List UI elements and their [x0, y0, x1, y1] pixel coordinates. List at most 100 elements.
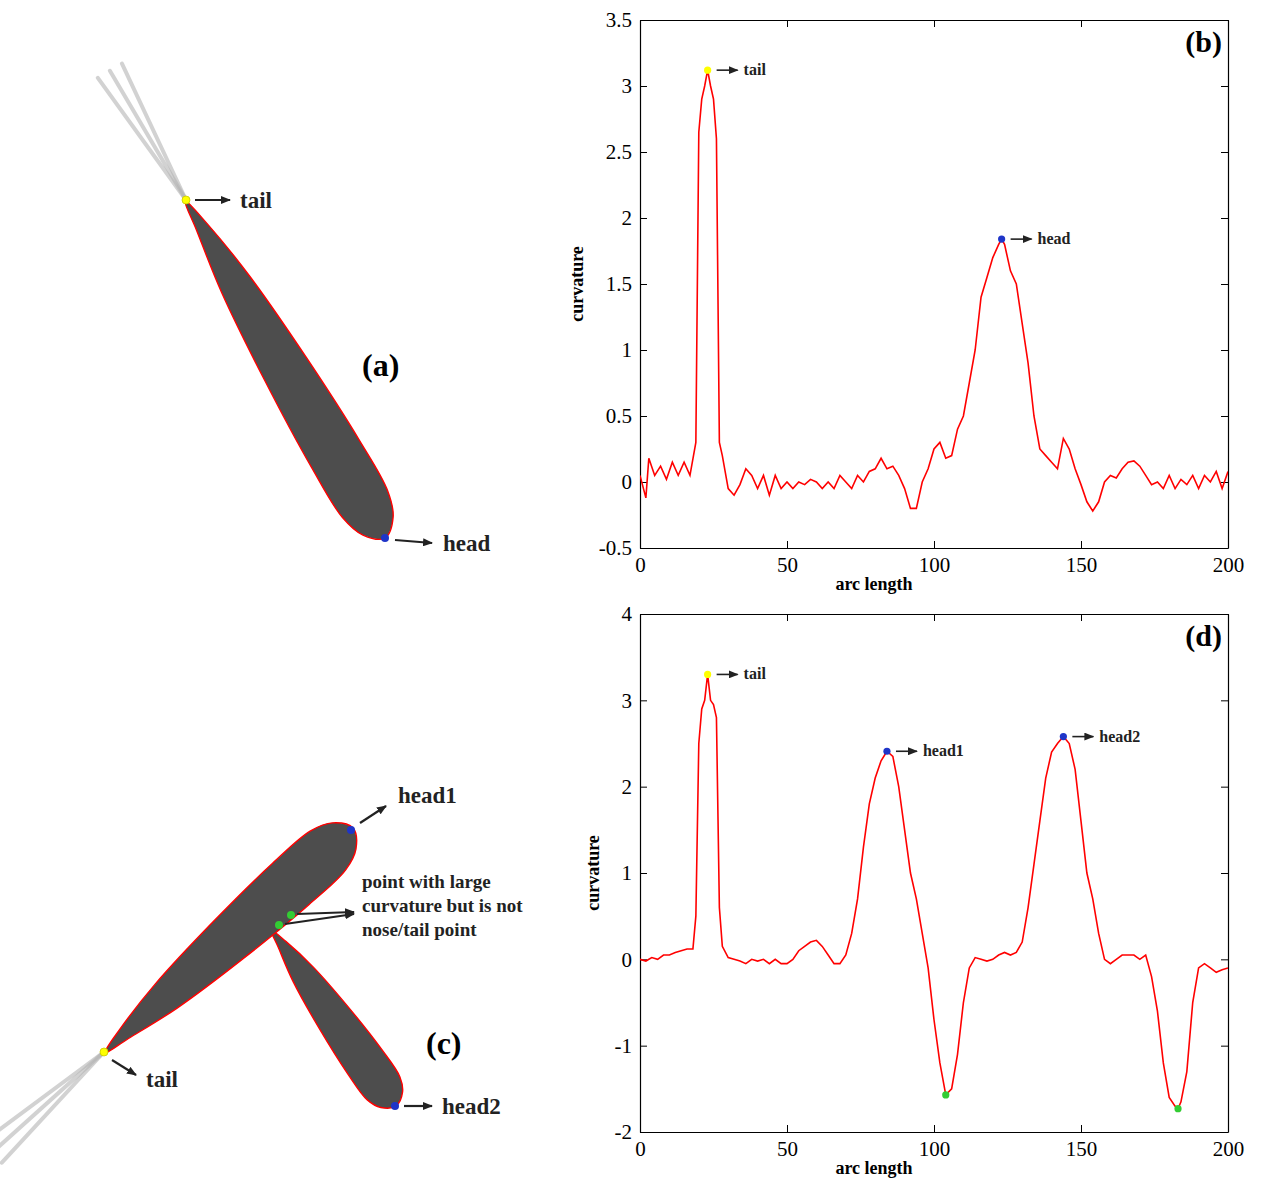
tick-label: 0 [635, 553, 646, 577]
tick-label: 0 [635, 1137, 646, 1161]
tick: 2 [622, 206, 648, 230]
tick-mark [934, 614, 935, 621]
tick [1081, 20, 1082, 27]
tick-mark [787, 614, 788, 621]
tick: 2 [622, 775, 648, 799]
tick: -0.5 [599, 536, 647, 560]
chart-panel: 050100150200-2-101234tailhead1head2(d)ar… [583, 602, 1245, 1178]
tick-mark [640, 1132, 647, 1133]
peak-marker [704, 67, 711, 74]
tick-label: 150 [1066, 1137, 1098, 1161]
point-label: tail [240, 188, 272, 213]
tick-mark [1081, 541, 1082, 548]
tick-mark [1221, 548, 1228, 549]
tick [1221, 1132, 1228, 1133]
tick-label: 1.5 [606, 272, 632, 296]
y-axis-title: curvature [567, 246, 587, 322]
y-axis-title: curvature [583, 835, 603, 911]
contour-point [182, 196, 190, 204]
tick [934, 614, 935, 621]
tick: 2.5 [606, 140, 647, 164]
tick-mark [1221, 873, 1228, 874]
tick [934, 20, 935, 27]
point-label: head2 [442, 1094, 501, 1119]
tick: 150 [1066, 1125, 1098, 1161]
point-label: head1 [398, 783, 457, 808]
y-axis-right [1221, 615, 1229, 1133]
fin [2, 1052, 104, 1163]
peak-marker [998, 236, 1005, 243]
tick [1221, 284, 1228, 285]
tick [1221, 218, 1228, 219]
axis-line [1228, 615, 1229, 1133]
tick [1221, 959, 1228, 960]
peak-marker [1060, 733, 1067, 740]
fish-body [271, 930, 403, 1108]
contour-point [381, 534, 389, 542]
tick-label: 150 [1066, 553, 1098, 577]
y-axis: -0.500.511.522.533.5 [599, 8, 647, 560]
tick-mark [640, 700, 647, 701]
tick-label: 100 [919, 553, 951, 577]
plot-area [640, 671, 1228, 1112]
tick: 4 [622, 602, 648, 626]
tick-mark [1221, 86, 1228, 87]
tick: 100 [919, 1125, 951, 1161]
arrow [195, 199, 230, 201]
tick-mark [1221, 218, 1228, 219]
peak-label: head2 [1099, 728, 1140, 745]
tick-mark [934, 1125, 935, 1132]
tick-mark [640, 873, 647, 874]
arrow [717, 674, 738, 676]
tick-mark [1221, 1132, 1228, 1133]
tick-label: 3 [622, 74, 633, 98]
tick-mark [640, 548, 647, 549]
tick [1081, 614, 1082, 621]
tick-mark [1221, 20, 1228, 21]
fish-body [105, 823, 357, 1053]
arrow [1072, 736, 1093, 738]
arrow [360, 806, 386, 823]
panel-label: (d) [1185, 619, 1222, 653]
tick-mark [1221, 614, 1228, 615]
tick [1221, 548, 1228, 549]
tick [1221, 416, 1228, 417]
tick-label: 1 [622, 861, 633, 885]
tick [1221, 614, 1228, 615]
point-label: tail [146, 1067, 178, 1092]
tick-mark [1221, 1046, 1228, 1047]
tick-label: -2 [615, 1120, 633, 1144]
tick-label: -1 [615, 1034, 633, 1058]
tick-mark [640, 416, 647, 417]
tick-mark [640, 86, 647, 87]
tick [1221, 86, 1228, 87]
peak-label: head [1038, 230, 1071, 247]
tick-mark [1221, 787, 1228, 788]
arrow [1011, 238, 1032, 240]
tick-mark [1221, 700, 1228, 701]
tick: -1 [615, 1034, 648, 1058]
peak-label: head1 [923, 742, 964, 759]
tick [1221, 152, 1228, 153]
peak-label: tail [744, 61, 767, 78]
tick-mark [934, 541, 935, 548]
tick-label: 0.5 [606, 404, 632, 428]
tick: 50 [777, 1125, 798, 1161]
tick [1221, 787, 1228, 788]
plot-area [640, 67, 1228, 511]
tick [1221, 700, 1228, 701]
tick-label: 0 [622, 948, 633, 972]
y-axis: -2-101234 [615, 602, 648, 1144]
axis-line [641, 548, 1229, 549]
contour-point [275, 921, 283, 929]
plot-background [640, 614, 1228, 1132]
arrow [896, 750, 917, 752]
x-axis-title: arc length [835, 1158, 912, 1178]
tick [787, 20, 788, 27]
x-axis: 050100150200 [635, 1125, 1244, 1161]
contour-point [100, 1048, 108, 1056]
tick-mark [1081, 1125, 1082, 1132]
tick: 3.5 [606, 8, 647, 32]
tick-label: 200 [1213, 553, 1245, 577]
contour-point [347, 826, 355, 834]
